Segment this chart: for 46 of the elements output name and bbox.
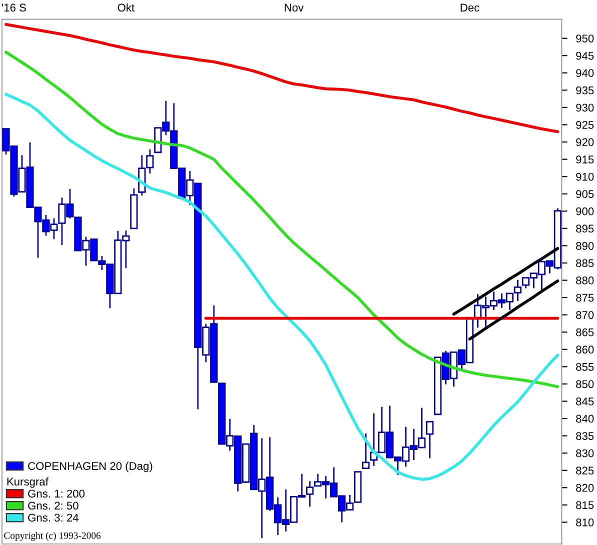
annotation: Copyright (c) 1993-2006 [4,532,101,541]
legend-label: COPENHAGEN 20 (Dag) [28,462,152,472]
x-tick-label: Okt [118,3,134,12]
y-tick-label: 915 [576,156,594,164]
y-tick-label: 815 [576,501,594,510]
y-tick-label: 870 [576,311,594,319]
y-tick-label: 860 [576,346,594,354]
y-tick-label: 830 [576,449,594,458]
line-series [468,280,560,340]
x-tick-label: '16 S [2,4,26,12]
y-tick-label: 905 [576,190,594,198]
y-tick-label: 895 [576,224,594,233]
line-series [4,23,560,134]
y-tick-label: 835 [576,432,594,440]
x-tick-label: Nov [284,4,304,12]
y-tick-label: 920 [576,138,594,146]
y-tick-label: 940 [576,69,594,78]
y-tick-label: 935 [576,86,594,94]
y-tick-label: 810 [576,518,594,526]
y-tick-label: 855 [576,362,594,371]
y-tick-label: 950 [576,34,594,42]
y-tick-label: 850 [576,380,594,388]
y-tick-label: 900 [576,207,594,216]
y-tick-label: 890 [576,242,594,250]
legend-label: Gns. 3: 24 [28,514,78,522]
legend-label: Gns. 1: 200 [28,490,85,498]
line-series [452,247,560,316]
candlestick [362,432,370,469]
y-tick-label: 875 [576,294,594,302]
y-tick-label: 885 [576,259,594,268]
legend-label: Gns. 2: 50 [28,502,78,510]
y-tick-label: 945 [576,52,594,60]
y-tick-label: 880 [576,276,594,284]
line-series [4,50,560,388]
candlestick [426,420,434,459]
y-tick-label: 840 [576,414,594,423]
y-tick-label: 825 [576,466,594,475]
y-tick-label: 845 [576,398,594,406]
y-tick-label: 930 [576,104,594,112]
candlestick [306,480,314,508]
y-tick-label: 865 [576,328,594,336]
y-tick-label: 910 [576,172,594,181]
legend-title: Kursgraf [7,477,48,488]
y-tick-label: 925 [576,120,594,129]
x-tick-label: Dec [460,4,480,12]
y-tick-label: 820 [576,484,594,492]
